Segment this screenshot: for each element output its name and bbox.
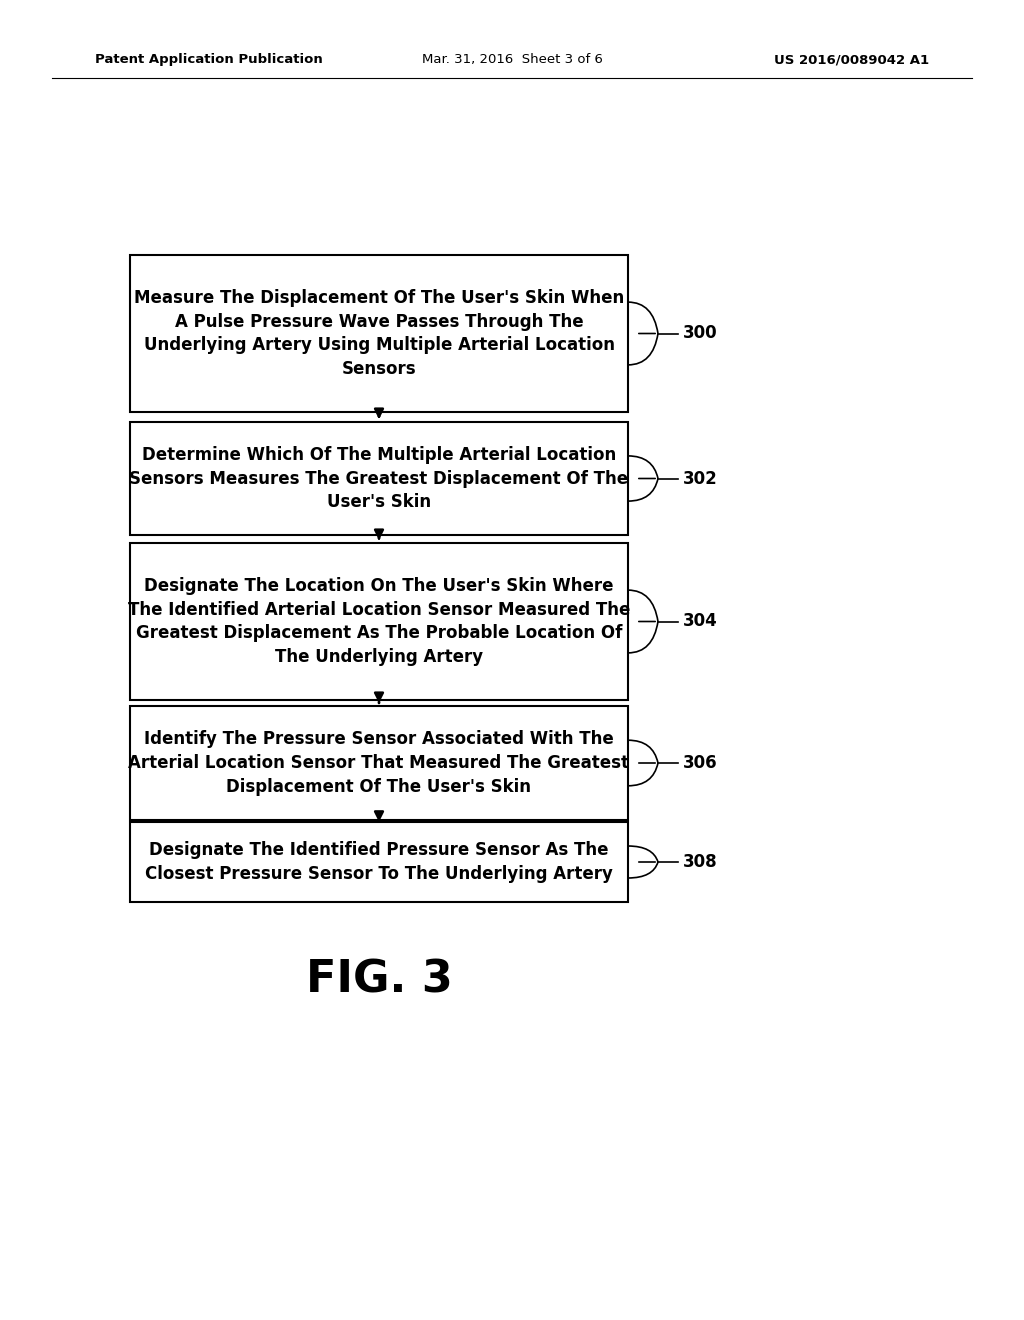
Text: Patent Application Publication: Patent Application Publication <box>95 54 323 66</box>
Text: Mar. 31, 2016  Sheet 3 of 6: Mar. 31, 2016 Sheet 3 of 6 <box>422 54 602 66</box>
Text: Designate The Location On The User's Skin Where
The Identified Arterial Location: Designate The Location On The User's Ski… <box>128 577 630 665</box>
Bar <box>130 822 628 902</box>
Text: 306: 306 <box>683 754 718 772</box>
Text: 304: 304 <box>683 612 718 631</box>
Text: Designate The Identified Pressure Sensor As The
Closest Pressure Sensor To The U: Designate The Identified Pressure Sensor… <box>145 841 613 883</box>
Text: US 2016/0089042 A1: US 2016/0089042 A1 <box>774 54 929 66</box>
Bar <box>130 255 628 412</box>
Text: FIG. 3: FIG. 3 <box>305 958 453 1002</box>
Text: Identify The Pressure Sensor Associated With The
Arterial Location Sensor That M: Identify The Pressure Sensor Associated … <box>128 730 630 796</box>
Text: Measure The Displacement Of The User's Skin When
A Pulse Pressure Wave Passes Th: Measure The Displacement Of The User's S… <box>134 289 624 378</box>
Bar <box>130 543 628 700</box>
Text: Determine Which Of The Multiple Arterial Location
Sensors Measures The Greatest : Determine Which Of The Multiple Arterial… <box>129 446 629 511</box>
Bar <box>130 706 628 820</box>
Text: 302: 302 <box>683 470 718 487</box>
Bar <box>130 422 628 535</box>
Text: 300: 300 <box>683 325 718 342</box>
Text: 308: 308 <box>683 853 718 871</box>
